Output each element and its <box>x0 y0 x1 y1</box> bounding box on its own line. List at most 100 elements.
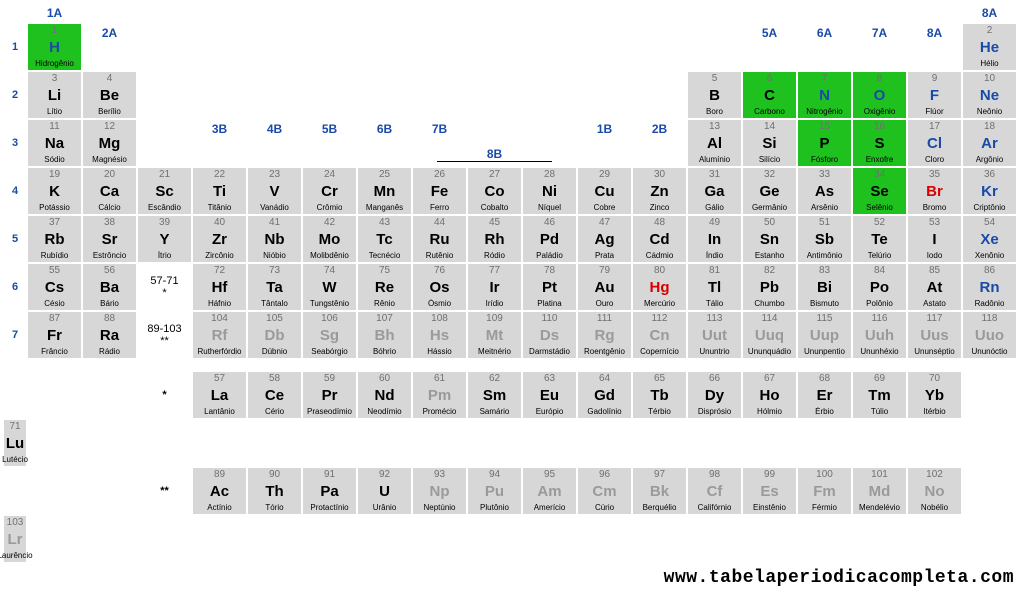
element-Cs[interactable]: 55CsCésio <box>28 264 81 310</box>
element-Au[interactable]: 79AuOuro <box>578 264 631 310</box>
element-Cf[interactable]: 98CfCalifórnio <box>688 468 741 514</box>
element-P[interactable]: 15PFósforo <box>798 120 851 166</box>
element-Ti[interactable]: 22TiTitânio <box>193 168 246 214</box>
element-Sm[interactable]: 62SmSamário <box>468 372 521 418</box>
element-O[interactable]: 8OOxigênio <box>853 72 906 118</box>
element-Cl[interactable]: 17ClCloro <box>908 120 961 166</box>
element-Dy[interactable]: 66DyDisprósio <box>688 372 741 418</box>
element-Sb[interactable]: 51SbAntimônio <box>798 216 851 262</box>
element-Hg[interactable]: 80HgMercúrio <box>633 264 686 310</box>
element-Mn[interactable]: 25MnManganês <box>358 168 411 214</box>
element-No[interactable]: 102NoNobélio <box>908 468 961 514</box>
element-Tc[interactable]: 43TcTecnécio <box>358 216 411 262</box>
element-Mg[interactable]: 12MgMagnésio <box>83 120 136 166</box>
element-Tl[interactable]: 81TlTálio <box>688 264 741 310</box>
element-Mo[interactable]: 42MoMolibdênio <box>303 216 356 262</box>
element-Es[interactable]: 99EsEinstênio <box>743 468 796 514</box>
element-Uuo[interactable]: 118UuoUnunóctio <box>963 312 1016 358</box>
element-Si[interactable]: 14SiSilício <box>743 120 796 166</box>
element-Bi[interactable]: 83BiBismuto <box>798 264 851 310</box>
element-Co[interactable]: 27CoCobalto <box>468 168 521 214</box>
element-Th[interactable]: 90ThTório <box>248 468 301 514</box>
element-Cm[interactable]: 96CmCúrio <box>578 468 631 514</box>
element-Fr[interactable]: 87FrFrâncio <box>28 312 81 358</box>
element-V[interactable]: 23VVanádio <box>248 168 301 214</box>
element-Ho[interactable]: 67HoHólmio <box>743 372 796 418</box>
element-Tm[interactable]: 69TmTúlio <box>853 372 906 418</box>
element-Ga[interactable]: 31GaGálio <box>688 168 741 214</box>
element-Y[interactable]: 39YÍtrio <box>138 216 191 262</box>
element-Zr[interactable]: 40ZrZircônio <box>193 216 246 262</box>
element-Pm[interactable]: 61PmPromécio <box>413 372 466 418</box>
element-Re[interactable]: 75ReRênio <box>358 264 411 310</box>
element-Pa[interactable]: 91PaProtactínio <box>303 468 356 514</box>
element-Ge[interactable]: 32GeGermânio <box>743 168 796 214</box>
element-Eu[interactable]: 63EuEurópio <box>523 372 576 418</box>
element-S[interactable]: 16SEnxofre <box>853 120 906 166</box>
element-Cn[interactable]: 112CnCopernício <box>633 312 686 358</box>
element-Ca[interactable]: 20CaCálcio <box>83 168 136 214</box>
element-Sr[interactable]: 38SrEstrôncio <box>83 216 136 262</box>
element-Se[interactable]: 34SeSelênio <box>853 168 906 214</box>
element-N[interactable]: 7NNitrogênio <box>798 72 851 118</box>
element-Cd[interactable]: 48CdCádmio <box>633 216 686 262</box>
element-K[interactable]: 19KPotássio <box>28 168 81 214</box>
element-Be[interactable]: 4BeBerílio <box>83 72 136 118</box>
element-Uus[interactable]: 117UusUnunséptio <box>908 312 961 358</box>
element-Hs[interactable]: 108HsHássio <box>413 312 466 358</box>
element-Pb[interactable]: 82PbChumbo <box>743 264 796 310</box>
element-Ac[interactable]: 89AcActínio <box>193 468 246 514</box>
element-C[interactable]: 6CCarbono <box>743 72 796 118</box>
element-Db[interactable]: 105DbDúbnio <box>248 312 301 358</box>
element-Pt[interactable]: 78PtPlatina <box>523 264 576 310</box>
element-Ne[interactable]: 10NeNeônio <box>963 72 1016 118</box>
element-Nb[interactable]: 41NbNióbio <box>248 216 301 262</box>
element-Pu[interactable]: 94PuPlutônio <box>468 468 521 514</box>
element-Sc[interactable]: 21ScEscândio <box>138 168 191 214</box>
element-Ru[interactable]: 44RuRutênio <box>413 216 466 262</box>
element-Ra[interactable]: 88RaRádio <box>83 312 136 358</box>
element-I[interactable]: 53IIodo <box>908 216 961 262</box>
element-Rf[interactable]: 104RfRutherfórdio <box>193 312 246 358</box>
element-Yb[interactable]: 70YbItérbio <box>908 372 961 418</box>
element-Rb[interactable]: 37RbRubídio <box>28 216 81 262</box>
element-W[interactable]: 74WTungstênio <box>303 264 356 310</box>
element-Lr[interactable]: 103LrLaurêncio <box>4 516 26 562</box>
element-Uut[interactable]: 113UutUnuntrio <box>688 312 741 358</box>
element-Uup[interactable]: 115UupUnunpentio <box>798 312 851 358</box>
element-Zn[interactable]: 30ZnZinco <box>633 168 686 214</box>
element-Fe[interactable]: 26FeFerro <box>413 168 466 214</box>
element-Ta[interactable]: 73TaTântalo <box>248 264 301 310</box>
element-In[interactable]: 49InÍndio <box>688 216 741 262</box>
element-Pr[interactable]: 59PrPraseodímio <box>303 372 356 418</box>
element-Uuh[interactable]: 116UuhUnunhéxio <box>853 312 906 358</box>
element-Bk[interactable]: 97BkBerquélio <box>633 468 686 514</box>
element-U[interactable]: 92UUrânio <box>358 468 411 514</box>
element-Fm[interactable]: 100FmFérmio <box>798 468 851 514</box>
element-Am[interactable]: 95AmAmerício <box>523 468 576 514</box>
element-At[interactable]: 85AtAstato <box>908 264 961 310</box>
element-Os[interactable]: 76OsÓsmio <box>413 264 466 310</box>
element-Kr[interactable]: 36KrCriptônio <box>963 168 1016 214</box>
element-Mt[interactable]: 109MtMeitnério <box>468 312 521 358</box>
element-He[interactable]: 2HeHélio <box>963 24 1016 70</box>
element-B[interactable]: 5BBoro <box>688 72 741 118</box>
element-Sn[interactable]: 50SnEstanho <box>743 216 796 262</box>
element-Br[interactable]: 35BrBromo <box>908 168 961 214</box>
element-H[interactable]: 1HHidrogênio <box>28 24 81 70</box>
element-Al[interactable]: 13AlAlumínio <box>688 120 741 166</box>
element-Ag[interactable]: 47AgPrata <box>578 216 631 262</box>
element-Rn[interactable]: 86RnRadônio <box>963 264 1016 310</box>
element-Xe[interactable]: 54XeXenônio <box>963 216 1016 262</box>
element-F[interactable]: 9FFlúor <box>908 72 961 118</box>
element-Po[interactable]: 84PoPolônio <box>853 264 906 310</box>
element-Md[interactable]: 101MdMendelévio <box>853 468 906 514</box>
element-Pd[interactable]: 46PdPaládio <box>523 216 576 262</box>
element-Cr[interactable]: 24CrCrômio <box>303 168 356 214</box>
element-Uuq[interactable]: 114UuqUnunquádio <box>743 312 796 358</box>
element-Hf[interactable]: 72HfHáfnio <box>193 264 246 310</box>
element-Li[interactable]: 3LiLítio <box>28 72 81 118</box>
element-La[interactable]: 57LaLantânio <box>193 372 246 418</box>
element-Er[interactable]: 68ErÉrbio <box>798 372 851 418</box>
element-Gd[interactable]: 64GdGadolínio <box>578 372 631 418</box>
